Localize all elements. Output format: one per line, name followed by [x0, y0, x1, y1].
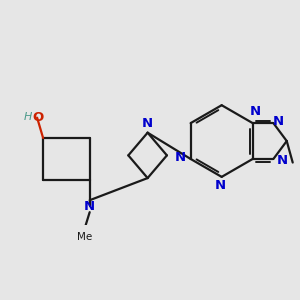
Text: N: N — [215, 179, 226, 192]
Text: N: N — [175, 151, 186, 164]
Text: N: N — [142, 117, 153, 130]
Text: N: N — [84, 200, 95, 213]
Text: H: H — [24, 112, 32, 122]
Text: Me: Me — [77, 232, 92, 242]
Text: O: O — [32, 111, 43, 124]
Text: N: N — [277, 154, 288, 167]
Text: N: N — [273, 116, 284, 128]
Text: N: N — [250, 105, 261, 118]
